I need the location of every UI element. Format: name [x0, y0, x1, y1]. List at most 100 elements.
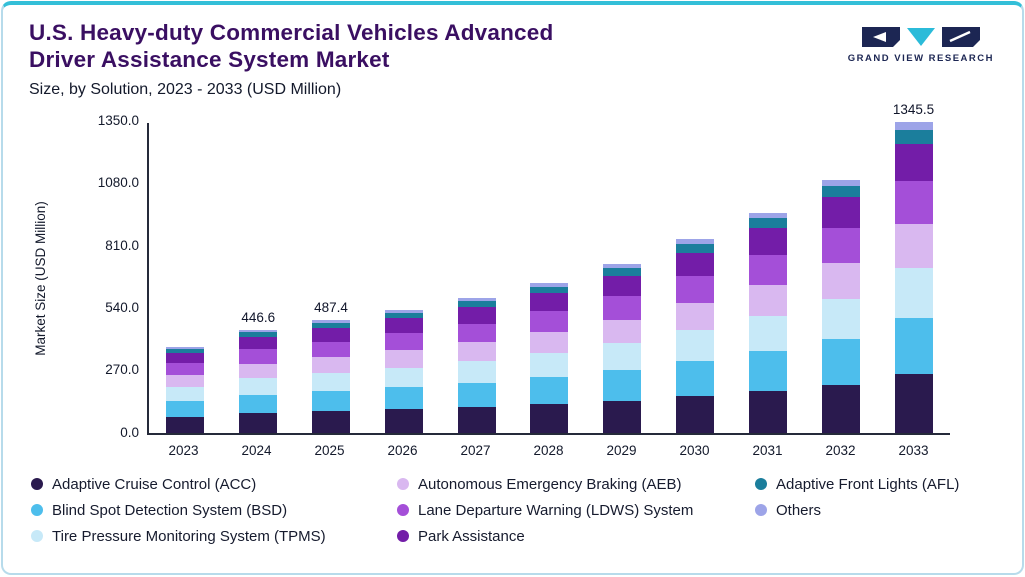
bar-segment-aeb-2027	[457, 342, 496, 362]
bar-segment-tpms-2026	[384, 367, 423, 388]
legend-item: Adaptive Cruise Control (ACC)	[31, 476, 397, 493]
bar-segment-bsd-2028	[530, 377, 569, 405]
bar-segment-acc-2027	[457, 407, 496, 433]
bar-segment-park-2033	[894, 143, 933, 181]
legend-dot-icon	[755, 504, 767, 517]
legend-item: Autonomous Emergency Braking (AEB)	[397, 476, 755, 493]
bar-segment-bsd-2026	[384, 387, 423, 410]
bar-segment-ldws-2032	[821, 227, 860, 264]
bar-group-2032	[804, 123, 877, 433]
bar-segment-ldws-2027	[457, 323, 496, 343]
legend-item: Tire Pressure Monitoring System (TPMS)	[31, 528, 397, 545]
bar-segment-afl-2024	[239, 332, 278, 338]
page-title: U.S. Heavy-duty Commercial Vehicles Adva…	[29, 19, 553, 74]
bar-value-label-2033: 1345.5	[892, 101, 935, 117]
bar-segment-afl-2029	[603, 268, 642, 276]
y-tick-label: 1350.0	[97, 112, 139, 128]
bar-group-2033: 1345.5	[877, 102, 950, 433]
bar-segment-afl-2030	[676, 244, 715, 253]
bar-segment-aeb-2032	[821, 263, 860, 299]
bar-segment-tpms-2033	[894, 267, 933, 318]
legend-label: Lane Departure Warning (LDWS) System	[418, 501, 694, 519]
legend-label: Blind Spot Detection System (BSD)	[52, 501, 288, 519]
bar-stack-2023	[166, 347, 205, 433]
grand-view-research-logo: GRAND VIEW RESEARCH	[848, 25, 994, 64]
bar-stack-2028	[530, 283, 569, 433]
bar-segment-park-2024	[239, 337, 278, 350]
y-tick-label: 270.0	[105, 362, 139, 378]
bar-segment-afl-2032	[821, 185, 860, 198]
bar-segment-ldws-2026	[384, 333, 423, 351]
bar-segment-others-2027	[457, 297, 496, 302]
bar-segment-tpms-2030	[676, 330, 715, 362]
legend-dot-icon	[31, 530, 43, 543]
x-axis-label-2027: 2027	[460, 442, 491, 458]
legend-dot-icon	[397, 478, 409, 491]
bar-segment-tpms-2029	[603, 343, 642, 371]
bar-segment-acc-2029	[603, 400, 642, 433]
bar-segment-bsd-2025	[312, 391, 351, 412]
bar-segment-acc-2024	[239, 413, 278, 433]
bar-segment-afl-2025	[312, 323, 351, 329]
bar-segment-ldws-2033	[894, 180, 933, 225]
bar-segment-aeb-2033	[894, 224, 933, 268]
bar-segment-tpms-2032	[821, 298, 860, 340]
bar-segment-acc-2033	[894, 373, 933, 433]
bar-group-2027	[440, 123, 513, 433]
bars-container: 446.6 487.4 1345.5	[149, 102, 950, 433]
x-axis-label-2028: 2028	[533, 442, 564, 458]
legend-item: Adaptive Front Lights (AFL)	[755, 476, 996, 493]
bar-segment-tpms-2031	[748, 316, 787, 352]
legend-item: Park Assistance	[397, 528, 755, 545]
bar-segment-bsd-2027	[457, 382, 496, 408]
bar-stack-2030	[676, 239, 715, 433]
y-axis-title-wrap: Market Size (USD Million)	[25, 123, 55, 435]
legend-label: Others	[776, 501, 822, 519]
bar-segment-ldws-2024	[239, 349, 278, 364]
bar-segment-others-2024	[239, 329, 278, 333]
bar-segment-aeb-2026	[384, 350, 423, 368]
bar-group-2025: 487.4	[295, 123, 368, 433]
bar-segment-bsd-2023	[166, 401, 205, 417]
bar-segment-aeb-2030	[676, 303, 715, 331]
bar-segment-afl-2031	[748, 218, 787, 229]
x-axis-label-2033: 2033	[898, 442, 929, 458]
bar-segment-tpms-2024	[239, 378, 278, 395]
bar-segment-tpms-2027	[457, 361, 496, 383]
bar-segment-bsd-2024	[239, 394, 278, 414]
bar-segment-aeb-2025	[312, 357, 351, 374]
legend-label: Adaptive Cruise Control (ACC)	[52, 475, 257, 493]
bar-stack-2027	[457, 297, 496, 433]
bar-stack-2026	[384, 309, 423, 433]
bar-segment-acc-2023	[166, 416, 205, 433]
bar-segment-ldws-2031	[748, 254, 787, 286]
bar-segment-aeb-2023	[166, 375, 205, 388]
bar-group-2029	[586, 123, 659, 433]
bar-group-2030	[659, 123, 732, 433]
x-axis-label-2024: 2024	[241, 442, 272, 458]
bar-segment-acc-2032	[821, 384, 860, 433]
x-axis-label-2025: 2025	[314, 442, 345, 458]
bar-segment-bsd-2031	[748, 351, 787, 391]
bar-segment-park-2032	[821, 197, 860, 228]
bar-segment-park-2030	[676, 252, 715, 276]
bar-segment-afl-2028	[530, 286, 569, 294]
bar-segment-others-2033	[894, 121, 933, 130]
x-axis-labels: 2023 2024 2025 2026 2027 2028 2029 2030 2031 2032…	[147, 435, 950, 458]
bar-segment-park-2023	[166, 352, 205, 364]
bar-stack-2025	[312, 320, 351, 433]
legend-dot-icon	[31, 504, 43, 517]
legend-label: Autonomous Emergency Braking (AEB)	[418, 475, 682, 493]
bar-segment-tpms-2023	[166, 387, 205, 402]
bar-segment-park-2025	[312, 328, 351, 342]
title-line-1: U.S. Heavy-duty Commercial Vehicles Adva…	[29, 20, 554, 45]
bar-segment-park-2028	[530, 293, 569, 312]
y-tick-label: 0.0	[120, 424, 139, 440]
bar-segment-others-2032	[821, 179, 860, 186]
bar-segment-ldws-2023	[166, 363, 205, 376]
legend-dot-icon	[397, 530, 409, 543]
bar-stack-2029	[603, 264, 642, 433]
bar-segment-afl-2026	[384, 312, 423, 319]
stacked-bar-chart: Market Size (USD Million) 0.0 270.0 540.0 8…	[29, 102, 996, 458]
bar-segment-acc-2030	[676, 396, 715, 433]
